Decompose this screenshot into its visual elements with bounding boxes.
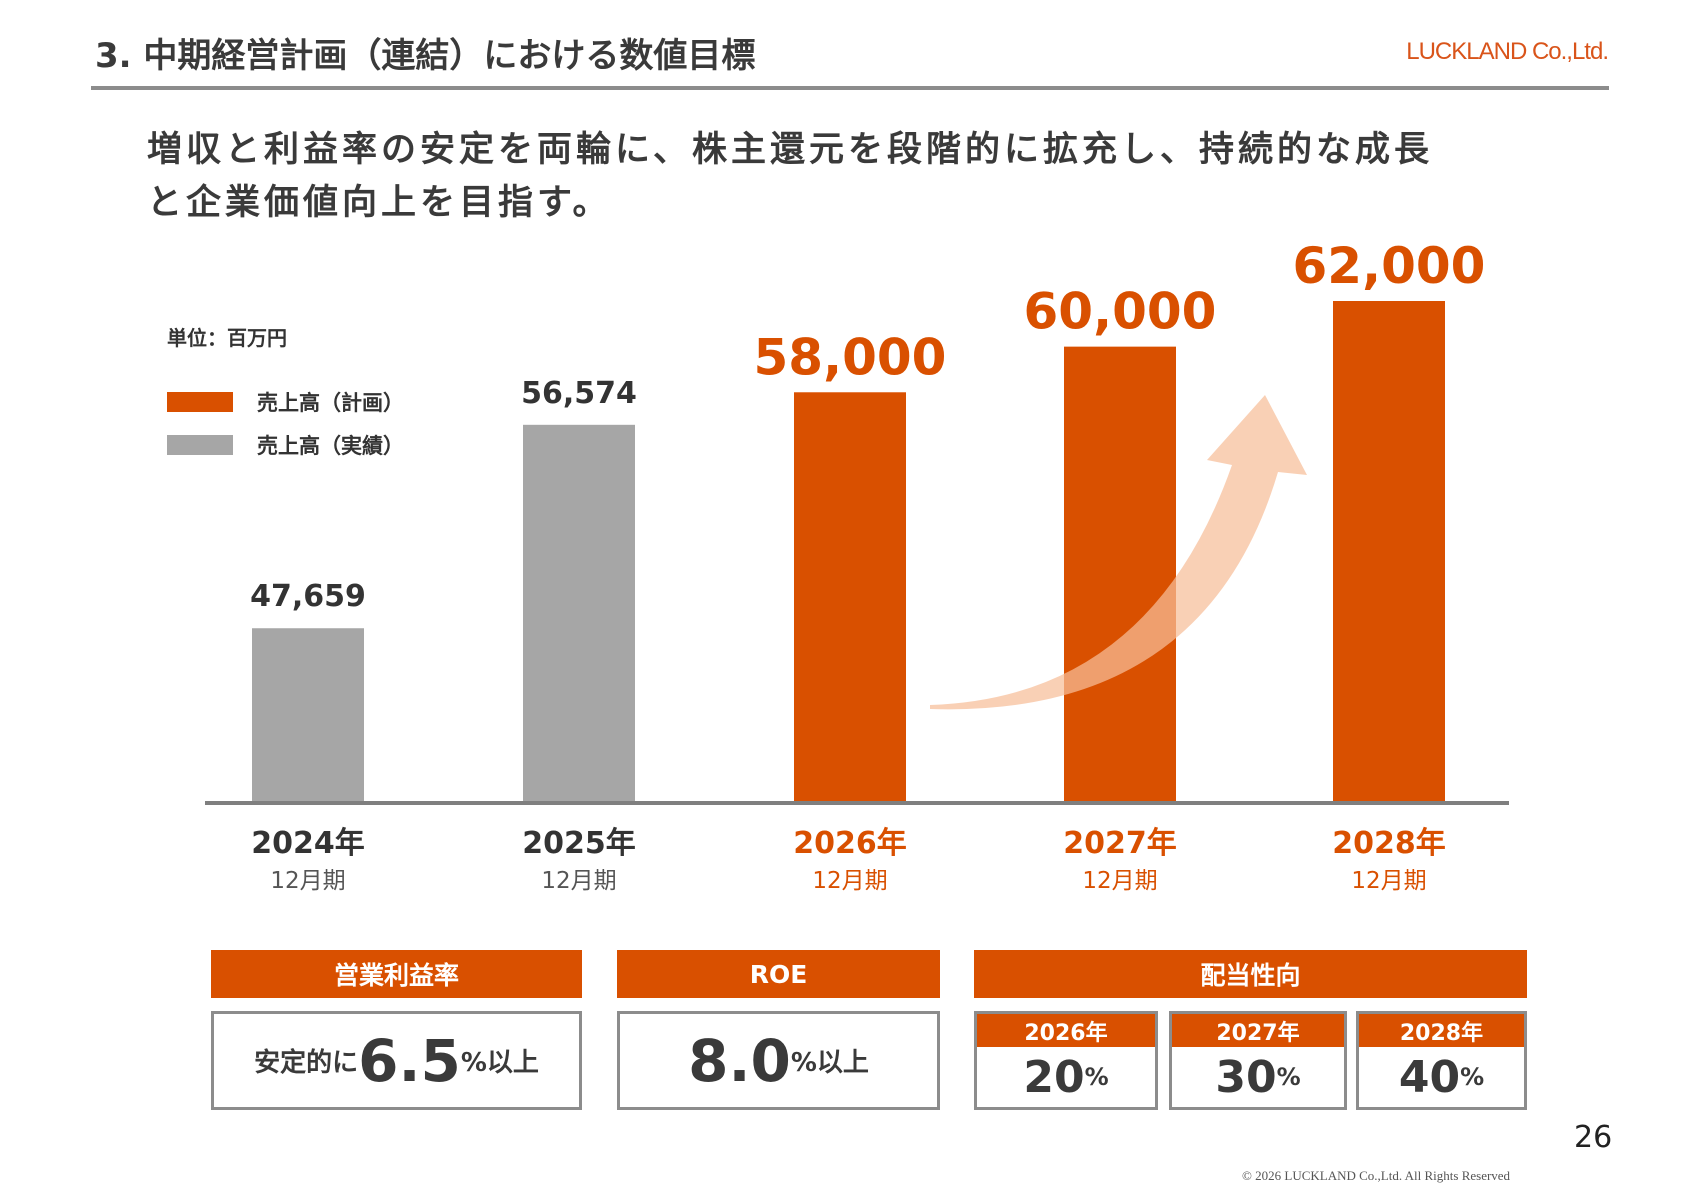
kpi-header-payout: 配当性向 xyxy=(974,950,1527,998)
payout-box-2027: 2027年 30% xyxy=(1169,1011,1347,1110)
page-title: 3. 中期経営計画（連結）における数値目標 xyxy=(95,36,756,76)
payout-value: 30 xyxy=(1215,1051,1277,1103)
payout-year: 2027年 xyxy=(1172,1014,1344,1047)
kpi-suffix: %以上 xyxy=(790,1048,869,1078)
x-tick-period: 12月期 xyxy=(270,868,345,894)
bar-2027年 xyxy=(1064,346,1176,803)
value-label: 62,000 xyxy=(1293,237,1486,295)
bar-2025年 xyxy=(523,424,635,803)
bar-2024年 xyxy=(252,628,364,803)
copyright: © 2026 LUCKLAND Co.,Ltd. All Rights Rese… xyxy=(1242,1168,1511,1183)
payout-year: 2028年 xyxy=(1359,1014,1524,1047)
x-axis-line xyxy=(205,801,1509,805)
kpi-value-op-margin: 安定的に 6.5 %以上 xyxy=(211,1011,582,1110)
payout-value: 20 xyxy=(1023,1051,1085,1103)
legend-label: 売上高（実績） xyxy=(257,434,404,458)
kpi-value-roe: 8.0 %以上 xyxy=(617,1011,940,1110)
kpi-header-op-margin: 営業利益率 xyxy=(211,950,582,998)
value-label: 47,659 xyxy=(250,579,366,614)
bar-2028年 xyxy=(1333,301,1445,803)
growth-arrow-icon xyxy=(930,395,1307,710)
value-label: 58,000 xyxy=(754,328,947,386)
value-label: 60,000 xyxy=(1024,283,1217,341)
title-divider xyxy=(91,86,1609,90)
x-tick-period: 12月期 xyxy=(1082,868,1157,894)
kpi-header-roe: ROE xyxy=(617,950,940,998)
legend-item-plan: 売上高（計画） xyxy=(167,387,404,417)
bar-2026年 xyxy=(794,392,906,803)
kpi-prefix: 安定的に xyxy=(254,1048,359,1078)
x-tick-period: 12月期 xyxy=(812,868,887,894)
payout-unit: % xyxy=(1084,1063,1109,1091)
unit-label: 単位：百万円 xyxy=(167,326,287,350)
payout-unit: % xyxy=(1460,1063,1485,1091)
legend-label: 売上高（計画） xyxy=(257,391,404,415)
x-tick-year: 2027年 xyxy=(1063,826,1177,861)
legend-swatch-plan xyxy=(167,392,233,412)
x-tick-year: 2026年 xyxy=(793,826,907,861)
payout-value: 40 xyxy=(1398,1051,1461,1103)
kpi-number: 6.5 xyxy=(358,1026,461,1095)
company-logo: LUCKLAND Co.,Ltd. xyxy=(1406,38,1609,65)
lead-text: 増収と利益率の安定を両輪に、株主還元を段階的に拡充し、持続的な成長 と企業価値向… xyxy=(147,124,1607,230)
x-tick-year: 2025年 xyxy=(522,826,636,861)
x-tick-year: 2028年 xyxy=(1332,826,1446,861)
payout-box-2026: 2026年 20% xyxy=(974,1011,1158,1110)
x-tick-period: 12月期 xyxy=(541,868,616,894)
payout-box-2028: 2028年 40% xyxy=(1356,1011,1527,1110)
lead-line-1: 増収と利益率の安定を両輪に、株主還元を段階的に拡充し、持続的な成長 xyxy=(147,130,1433,170)
legend-item-actual: 売上高（実績） xyxy=(167,430,404,460)
x-tick-year: 2024年 xyxy=(251,826,365,861)
sales-bar-chart: 47,659 2024年 12月期 56,574 2025年 12月期 58,000 2026… xyxy=(205,237,1509,894)
legend-swatch-actual xyxy=(167,435,233,455)
lead-line-2: と企業価値向上を目指す。 xyxy=(147,183,612,223)
payout-year: 2026年 xyxy=(977,1014,1155,1047)
payout-unit: % xyxy=(1276,1063,1301,1091)
kpi-number: 8.0 xyxy=(688,1026,791,1095)
kpi-suffix: %以上 xyxy=(460,1048,539,1078)
value-label: 56,574 xyxy=(521,376,637,411)
x-tick-period: 12月期 xyxy=(1351,868,1426,894)
page-number: 26 xyxy=(1574,1120,1613,1155)
